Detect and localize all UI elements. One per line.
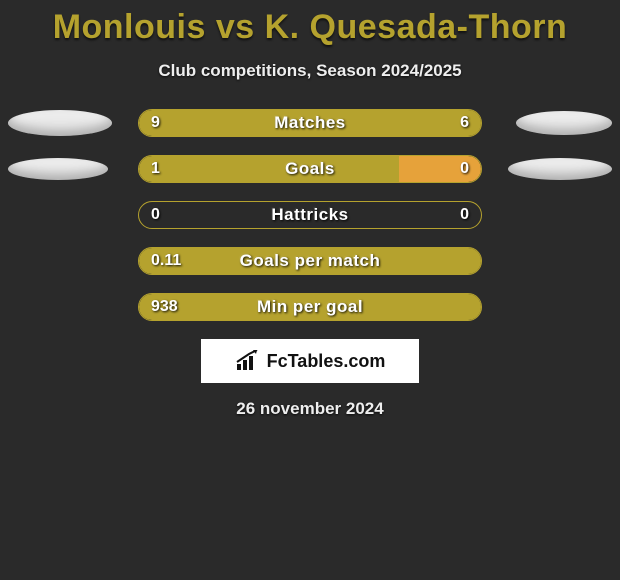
page-title: Monlouis vs K. Quesada-Thorn bbox=[0, 0, 620, 47]
ellipse-left-goals bbox=[8, 158, 108, 180]
row-mpg: 938 Min per goal bbox=[0, 293, 620, 321]
bar-mpg-left-fill bbox=[139, 294, 481, 320]
row-matches: 9 Matches 6 bbox=[0, 109, 620, 137]
bar-gpm-left-fill bbox=[139, 248, 481, 274]
row-gpm: 0.11 Goals per match bbox=[0, 247, 620, 275]
footer-date: 26 november 2024 bbox=[0, 399, 620, 419]
bar-goals: 1 Goals 0 bbox=[138, 155, 482, 183]
ellipse-left-matches bbox=[8, 110, 112, 136]
bar-hattricks-right-value: 0 bbox=[460, 202, 469, 228]
bar-hattricks-left-value: 0 bbox=[151, 202, 160, 228]
bar-goals-left-fill bbox=[139, 156, 399, 182]
subtitle: Club competitions, Season 2024/2025 bbox=[0, 61, 620, 81]
bar-hattricks-label: Hattricks bbox=[139, 202, 481, 228]
row-hattricks: 0 Hattricks 0 bbox=[0, 201, 620, 229]
comparison-bars: 9 Matches 6 1 Goals 0 0 Hattricks bbox=[0, 109, 620, 321]
ellipse-right-goals bbox=[508, 158, 612, 180]
bar-mpg: 938 Min per goal bbox=[138, 293, 482, 321]
stats-comparison-card: Monlouis vs K. Quesada-Thorn Club compet… bbox=[0, 0, 620, 580]
ellipse-right-matches bbox=[516, 111, 612, 135]
bar-hattricks: 0 Hattricks 0 bbox=[138, 201, 482, 229]
bar-gpm: 0.11 Goals per match bbox=[138, 247, 482, 275]
bar-matches-left-fill bbox=[139, 110, 481, 136]
bar-matches: 9 Matches 6 bbox=[138, 109, 482, 137]
brand-box: FcTables.com bbox=[201, 339, 419, 383]
chart-icon bbox=[235, 350, 261, 372]
bar-goals-right-fill bbox=[399, 156, 481, 182]
row-goals: 1 Goals 0 bbox=[0, 155, 620, 183]
brand-text: FcTables.com bbox=[267, 351, 386, 372]
